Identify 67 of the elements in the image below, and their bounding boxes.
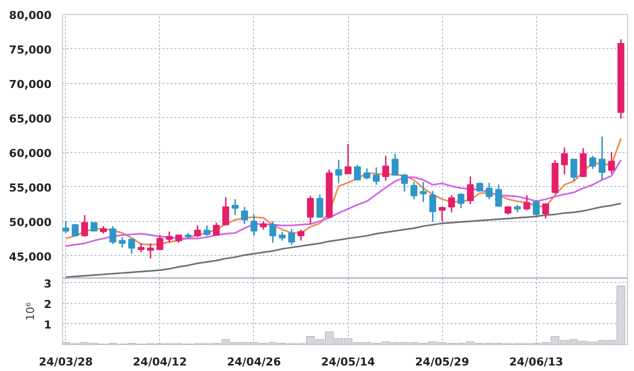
candlestick [147,242,154,260]
x-tick-label: 24/04/26 [226,356,282,368]
candlestick [204,224,210,236]
candlestick [118,236,126,248]
candlestick [335,159,342,184]
y-tick-label: 1 [44,318,52,332]
line-series [64,202,622,278]
candlestick [194,224,201,238]
candlestick [269,220,276,244]
candlestick [561,146,568,176]
candlestick [81,214,88,238]
candlestick [589,155,596,170]
candlestick [401,173,408,192]
y-tick-label: 75,000 [9,43,52,56]
candlestick [354,164,361,181]
candlestick [62,220,70,234]
candlestick [486,182,493,200]
x-tick-label: 24/05/14 [321,356,376,368]
y-axis-title: 10⁶ [24,302,37,321]
candlestick [372,166,380,186]
x-tick-label: 24/03/28 [38,356,93,368]
candlestick [598,136,606,181]
candlestick [420,181,427,203]
candlestick [212,222,220,236]
candlestick [429,190,436,223]
candlestick [241,206,248,225]
candlestick [307,195,314,225]
candlestick [458,192,464,209]
candlestick [466,176,474,205]
candlestick [166,230,173,244]
candlestick [222,196,230,226]
candlestick [156,234,164,251]
candlestick [392,153,399,176]
y-tick-label: 3 [44,278,52,290]
y-tick-label: 60,000 [9,146,52,160]
y-tick-label: 2 [44,298,52,311]
candlestick [382,155,390,182]
candlestick [288,228,296,246]
candlestick [448,194,455,214]
candlestick [232,198,239,216]
y-tick-label: 70,000 [9,78,52,91]
candlestick [316,194,324,219]
candlestick [580,148,587,178]
candlestick [438,206,446,222]
candlestick [542,202,550,220]
candlestick [523,194,530,211]
y-tick-label: 45,000 [9,250,52,264]
y-tick-label: 55,000 [9,181,52,194]
candlestick [532,199,540,216]
candlestick [250,214,258,236]
x-tick-label: 24/05/29 [415,356,470,368]
candlestick [109,225,116,245]
candlestick [128,238,136,254]
candlestick [72,223,79,238]
candlestick [570,158,578,182]
candlestick [363,168,370,180]
y-tick-label: 50,000 [9,216,52,229]
candlestick [495,184,502,208]
y-tick-label: 80,000 [9,9,52,22]
candlestick [344,143,352,174]
candlestick [298,228,304,242]
y-tick-label: 65,000 [9,112,52,126]
candlestick [608,152,615,174]
candlestick [410,181,418,200]
line-series [64,159,622,247]
x-tick-label: 24/06/13 [509,356,564,368]
x-tick-label: 24/04/12 [132,356,187,368]
